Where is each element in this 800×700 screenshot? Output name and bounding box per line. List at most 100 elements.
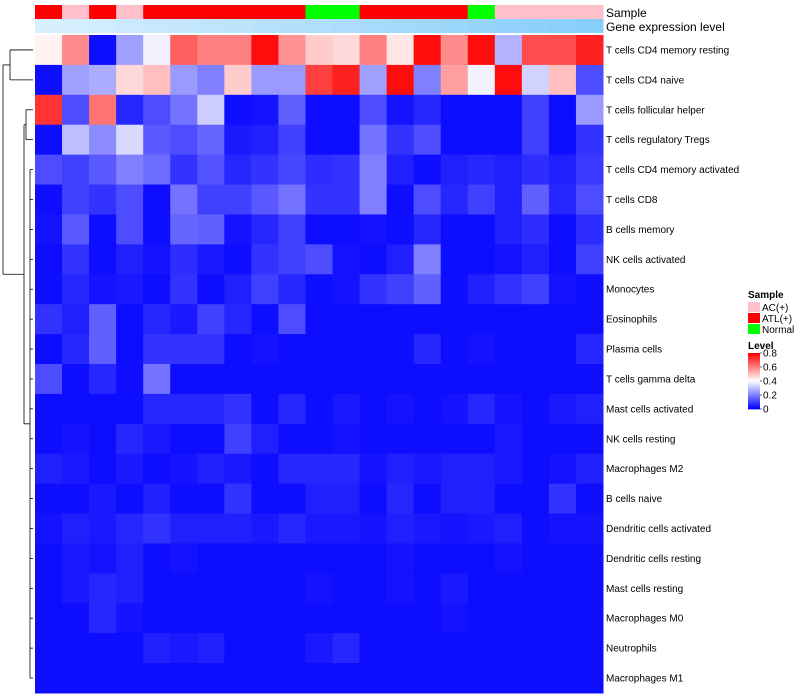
expression-annotation-cell bbox=[386, 19, 415, 33]
heatmap-cell bbox=[413, 184, 442, 215]
heatmap-cell bbox=[548, 513, 577, 544]
heatmap-cell bbox=[62, 663, 90, 694]
heatmap-cell bbox=[62, 244, 90, 275]
heatmap-cell bbox=[197, 543, 225, 574]
heatmap-cell bbox=[359, 274, 388, 305]
heatmap-cell bbox=[89, 663, 117, 694]
heatmap-cell bbox=[278, 94, 306, 126]
sample-annotation-cell bbox=[494, 5, 523, 19]
heatmap-cell bbox=[35, 633, 63, 664]
heatmap-cell bbox=[548, 304, 577, 335]
heatmap-cell bbox=[89, 244, 117, 275]
heatmap-cell bbox=[116, 393, 144, 425]
heatmap-cell bbox=[143, 573, 171, 604]
heatmap-cell bbox=[224, 543, 252, 574]
heatmap-cell bbox=[116, 663, 144, 694]
level-colorbar-segment bbox=[748, 385, 760, 387]
heatmap-cell bbox=[197, 154, 225, 186]
heatmap-cell bbox=[440, 573, 469, 604]
heatmap-cell bbox=[305, 304, 334, 335]
heatmap-cell bbox=[89, 423, 117, 455]
heatmap-cell bbox=[170, 35, 198, 66]
level-colorbar-segment bbox=[748, 358, 760, 361]
heatmap-cell bbox=[116, 244, 144, 275]
heatmap-cell bbox=[170, 94, 198, 126]
heatmap-cell bbox=[62, 513, 90, 544]
heatmap-cell bbox=[521, 274, 550, 305]
heatmap-cell bbox=[278, 64, 306, 96]
heatmap-cell bbox=[305, 244, 334, 275]
row-label: Dendritic cells activated bbox=[606, 524, 711, 535]
heatmap-cell bbox=[305, 64, 334, 96]
heatmap-cell bbox=[305, 35, 334, 66]
sample-legend-swatch bbox=[748, 313, 760, 323]
level-colorbar-segment bbox=[748, 357, 760, 359]
heatmap-cell bbox=[35, 364, 63, 395]
heatmap-cell bbox=[278, 35, 306, 66]
heatmap-cell bbox=[359, 124, 388, 156]
heatmap-cell bbox=[413, 663, 442, 694]
heatmap-cell bbox=[575, 334, 604, 365]
heatmap-cell bbox=[494, 364, 523, 395]
heatmap-cell bbox=[305, 603, 334, 634]
sample-annotation-bar bbox=[35, 5, 604, 19]
heatmap-cell bbox=[467, 124, 496, 156]
heatmap-cell bbox=[440, 214, 469, 245]
heatmap-cell bbox=[170, 214, 198, 245]
heatmap-cell bbox=[89, 184, 117, 215]
heatmap-cell bbox=[278, 274, 306, 305]
heatmap-cell bbox=[305, 423, 334, 455]
heatmap-cell bbox=[170, 244, 198, 275]
heatmap-cell bbox=[548, 393, 577, 425]
heatmap-cell bbox=[89, 364, 117, 395]
heatmap-cell bbox=[494, 573, 523, 604]
heatmap-cell bbox=[440, 244, 469, 275]
heatmap-cell bbox=[386, 364, 415, 395]
heatmap-cell bbox=[35, 393, 63, 425]
heatmap-cell bbox=[89, 393, 117, 425]
heatmap-cell bbox=[224, 35, 252, 66]
heatmap-cell bbox=[305, 274, 334, 305]
sample-legend-swatch bbox=[748, 302, 760, 312]
expression-annotation-cell bbox=[35, 19, 63, 33]
heatmap-cell bbox=[332, 94, 361, 126]
heatmap-cell bbox=[35, 244, 63, 275]
row-label: Macrophages M2 bbox=[606, 464, 684, 475]
heatmap-cell bbox=[143, 334, 171, 365]
heatmap-cell bbox=[143, 94, 171, 126]
heatmap-cell bbox=[251, 573, 279, 604]
heatmap-cell bbox=[548, 124, 577, 156]
level-colorbar-segment bbox=[748, 390, 760, 393]
level-colorbar-segment bbox=[748, 371, 760, 373]
heatmap-cell bbox=[332, 603, 361, 634]
level-colorbar-segment bbox=[748, 396, 760, 399]
heatmap-cell bbox=[332, 364, 361, 395]
heatmap-cell bbox=[521, 154, 550, 186]
heatmap-cell bbox=[413, 124, 442, 156]
heatmap-cell bbox=[521, 663, 550, 694]
heatmap-cell bbox=[116, 334, 144, 365]
heatmap-cell bbox=[332, 244, 361, 275]
heatmap-cell bbox=[440, 364, 469, 395]
sample-annotation-cell bbox=[251, 5, 279, 19]
heatmap-cell bbox=[89, 453, 117, 485]
heatmap-cell bbox=[386, 35, 415, 66]
heatmap-cell bbox=[116, 364, 144, 395]
level-colorbar-segment bbox=[748, 389, 760, 392]
row-label: Eosinophils bbox=[606, 315, 657, 326]
heatmap-cell bbox=[359, 35, 388, 66]
heatmap-cell bbox=[413, 64, 442, 96]
heatmap-cell bbox=[62, 483, 90, 515]
heatmap-cells bbox=[35, 35, 604, 694]
level-colorbar-segment bbox=[748, 355, 760, 358]
heatmap-cell bbox=[143, 633, 171, 664]
heatmap-cell bbox=[305, 154, 334, 186]
heatmap-cell bbox=[251, 124, 279, 156]
heatmap-cell bbox=[494, 64, 523, 96]
heatmap-cell bbox=[548, 154, 577, 186]
heatmap-cell bbox=[143, 453, 171, 485]
level-colorbar-segment bbox=[748, 383, 760, 386]
heatmap-cell bbox=[575, 483, 604, 515]
level-colorbar-segment bbox=[748, 365, 760, 368]
